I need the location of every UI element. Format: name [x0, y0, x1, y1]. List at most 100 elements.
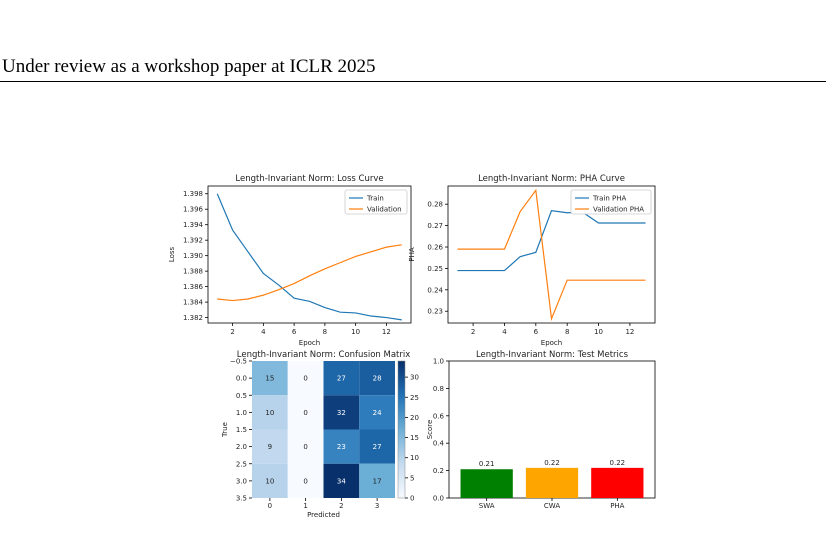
x-tick-label: 0 — [268, 502, 272, 510]
heatmap-cell — [359, 429, 395, 464]
colorbar-tick-label: 10 — [410, 454, 419, 462]
heatmap-cell — [323, 395, 360, 430]
colorbar — [397, 360, 406, 499]
y-tick-label: 1.386 — [183, 283, 204, 291]
x-tick-label: 12 — [625, 328, 634, 336]
legend-entry: Validation — [367, 206, 402, 214]
y-tick-label: 0.26 — [427, 244, 443, 252]
x-tick-label: 4 — [502, 328, 507, 336]
heatmap-cell-label: 32 — [337, 409, 346, 417]
heatmap-cell — [323, 463, 360, 498]
colorbar-tick-label: 30 — [410, 374, 419, 382]
y-tick-label: 1.5 — [236, 426, 247, 434]
y-tick-label: 0.6 — [433, 412, 445, 420]
plot-frame — [207, 185, 412, 324]
series-line-validation — [217, 244, 402, 302]
x-tick-label: 8 — [565, 328, 569, 336]
bar-value-label: 0.21 — [479, 460, 495, 468]
header-rule — [0, 81, 826, 82]
y-tick-label: 3.5 — [236, 495, 247, 503]
y-tick-label: 0.23 — [427, 308, 443, 316]
series-line-validation — [457, 188, 646, 322]
heatmap-cell-label: 28 — [373, 375, 382, 383]
y-tick-label: 0.2 — [433, 467, 444, 475]
y-tick-label: −0.5 — [230, 358, 247, 366]
chart-title: Length-Invariant Norm: PHA Curve — [478, 174, 625, 184]
colorbar-tick-label: 15 — [410, 434, 419, 442]
heatmap-cell — [287, 429, 324, 464]
bar-pha — [591, 467, 644, 498]
x-tick-label: 3 — [375, 502, 379, 510]
y-tick-label: 1.394 — [183, 221, 204, 229]
heatmap-cell-label: 9 — [268, 443, 272, 451]
x-axis-label: Epoch — [299, 339, 320, 347]
y-tick-label: 1.384 — [183, 299, 204, 307]
x-tick-label: 1 — [303, 502, 307, 510]
y-tick-label: 1.0 — [236, 409, 247, 417]
heatmap-cell-label: 0 — [303, 477, 307, 485]
bar-value-label: 0.22 — [610, 459, 626, 467]
bar-swa — [460, 469, 513, 498]
heatmap-cell — [252, 395, 288, 430]
heatmap-cell — [287, 463, 324, 498]
heatmap-cell-label: 0 — [303, 443, 307, 451]
heatmap-cell — [359, 463, 395, 498]
heatmap-cell — [287, 361, 324, 396]
y-tick-label: 0.0 — [433, 495, 444, 503]
bar-value-label: 0.22 — [544, 459, 560, 467]
plot-frame — [447, 185, 656, 324]
heatmap-cell-label: 23 — [337, 443, 346, 451]
colorbar-tick-label: 0 — [410, 495, 414, 503]
y-axis-label: Score — [426, 420, 434, 440]
heatmap-cell — [252, 429, 288, 464]
x-tick-label: 8 — [323, 328, 327, 336]
chart-title: Length-Invariant Norm: Test Metrics — [476, 350, 629, 360]
x-tick-label: 2 — [230, 328, 234, 336]
heatmap-cell-label: 15 — [265, 375, 274, 383]
y-tick-label: 0.28 — [427, 201, 443, 209]
heatmap-cell-label: 0 — [303, 375, 307, 383]
y-tick-label: 3.0 — [236, 477, 247, 485]
y-axis-label: PHA — [408, 247, 416, 261]
heatmap-cell — [287, 395, 324, 430]
legend-entry: Validation PHA — [593, 206, 644, 214]
y-tick-label: 1.0 — [433, 358, 444, 366]
chart-title: Length-Invariant Norm: Loss Curve — [235, 174, 383, 184]
heatmap-cell — [359, 395, 395, 430]
x-tick-label: 2 — [471, 328, 475, 336]
heatmap-cell-label: 34 — [337, 477, 346, 485]
running-header: Under review as a workshop paper at ICLR… — [2, 56, 376, 77]
heatmap-cell — [323, 361, 360, 396]
y-tick-label: 1.396 — [183, 206, 204, 214]
y-tick-label: 1.398 — [183, 190, 203, 198]
colorbar-tick-label: 5 — [410, 474, 414, 482]
y-tick-label: 2.0 — [236, 443, 247, 451]
heatmap-cell-label: 27 — [373, 443, 382, 451]
bar-cwa — [525, 467, 579, 498]
x-tick-label: 4 — [261, 328, 266, 336]
series-line-train — [457, 209, 646, 272]
x-axis-label: Predicted — [307, 511, 340, 519]
x-tick-label: 10 — [351, 328, 360, 336]
heatmap-cell — [323, 429, 360, 464]
x-tick-label: 10 — [594, 328, 603, 336]
y-tick-label: 1.388 — [183, 268, 203, 276]
heatmap-cell-label: 10 — [265, 409, 274, 417]
y-axis-label: Loss — [168, 246, 176, 262]
legend-entry: Train — [366, 195, 384, 203]
series-line-train — [216, 193, 402, 321]
heatmap-cell-label: 24 — [373, 409, 382, 417]
legend-box — [570, 189, 652, 215]
y-tick-label: 1.392 — [183, 237, 203, 245]
y-tick-label: 0.25 — [427, 265, 443, 273]
heatmap-cell — [252, 361, 288, 396]
x-tick-label: 12 — [382, 328, 391, 336]
heatmap-cell-label: 10 — [265, 477, 274, 485]
x-tick-label: 6 — [292, 328, 297, 336]
x-tick-label: CWA — [544, 502, 560, 510]
y-tick-label: 0.8 — [433, 385, 444, 393]
x-tick-label: 2 — [339, 502, 343, 510]
y-tick-label: 0.4 — [433, 440, 445, 448]
heatmap-cell — [252, 463, 288, 498]
